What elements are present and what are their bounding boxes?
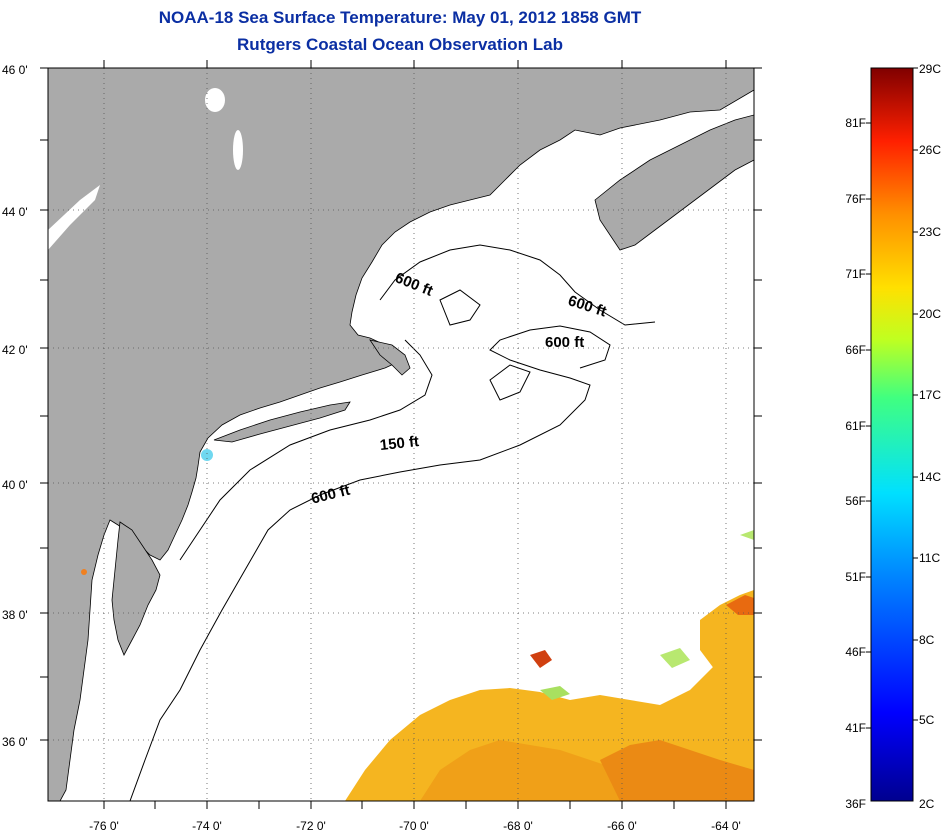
colorbar-label-f: 36F: [845, 797, 866, 811]
colorbar-label-f: 66F: [845, 343, 866, 357]
lon-label: -64 0': [711, 819, 741, 833]
sst-data-layer: [81, 449, 754, 801]
colorbar-label-f: 61F: [845, 419, 866, 433]
axis-ticks: [40, 60, 762, 809]
lat-label: 44 0': [2, 205, 28, 219]
colorbar-label-c: 14C: [919, 470, 941, 484]
colorbar-label-f: 41F: [845, 721, 866, 735]
lat-label: 40 0': [2, 478, 28, 492]
lake-ontario: [48, 185, 100, 250]
colorbar-label-c: 8C: [919, 633, 935, 647]
colorbar-label-f: 56F: [845, 494, 866, 508]
lake: [233, 130, 243, 170]
colorbar-label-f: 46F: [845, 645, 866, 659]
lat-label: 36 0': [2, 735, 28, 749]
colorbar-label-c: 11C: [919, 551, 940, 565]
graticule: [48, 68, 754, 801]
land-cape-cod: [369, 339, 411, 376]
colorbar-label-f: 51F: [845, 570, 866, 584]
colorbar: [870, 67, 914, 802]
colorbar-label-c: 20C: [919, 307, 941, 321]
lon-label: -74 0': [192, 819, 222, 833]
lat-label: 42 0': [2, 343, 28, 357]
map-frame: [47, 67, 755, 802]
colorbar-label-c: 29C: [919, 62, 941, 76]
colorbar-label-f: 76F: [845, 192, 866, 206]
contour-150ft: [179, 339, 433, 561]
bathymetry-contours: [129, 244, 656, 801]
lon-label: -76 0': [89, 819, 119, 833]
lon-label: -72 0': [296, 819, 326, 833]
contour-600ft-shelf: [129, 325, 611, 801]
colorbar-label-c: 23C: [919, 225, 941, 239]
map-subtitle: Rutgers Coastal Ocean Observation Lab: [237, 35, 563, 54]
land-long-island: [213, 401, 351, 443]
contour-label: 600 ft: [545, 334, 584, 351]
lake: [205, 88, 225, 112]
colorbar-label-f: 71F: [845, 267, 866, 281]
lon-label: -70 0': [399, 819, 429, 833]
map-title: NOAA-18 Sea Surface Temperature: May 01,…: [158, 8, 642, 27]
land-delmarva: [111, 521, 161, 656]
colorbar-label-c: 17C: [919, 388, 941, 402]
lat-label: 38 0': [2, 608, 28, 622]
land-mainland: [48, 68, 754, 801]
colorbar-label-f: 81F: [845, 116, 866, 130]
colorbar-label-c: 5C: [919, 713, 935, 727]
lon-label: -66 0': [607, 819, 637, 833]
colorbar-label-c: 26C: [919, 143, 941, 157]
contour-label: 150 ft: [379, 433, 420, 454]
land-nova-scotia: [594, 114, 754, 251]
contour-600ft-gulf: [379, 244, 656, 326]
colorbar-ticks: [866, 67, 918, 729]
lon-label: -68 0': [503, 819, 533, 833]
lat-label: 46 0': [2, 63, 28, 77]
colorbar-label-c: 2C: [919, 797, 935, 811]
